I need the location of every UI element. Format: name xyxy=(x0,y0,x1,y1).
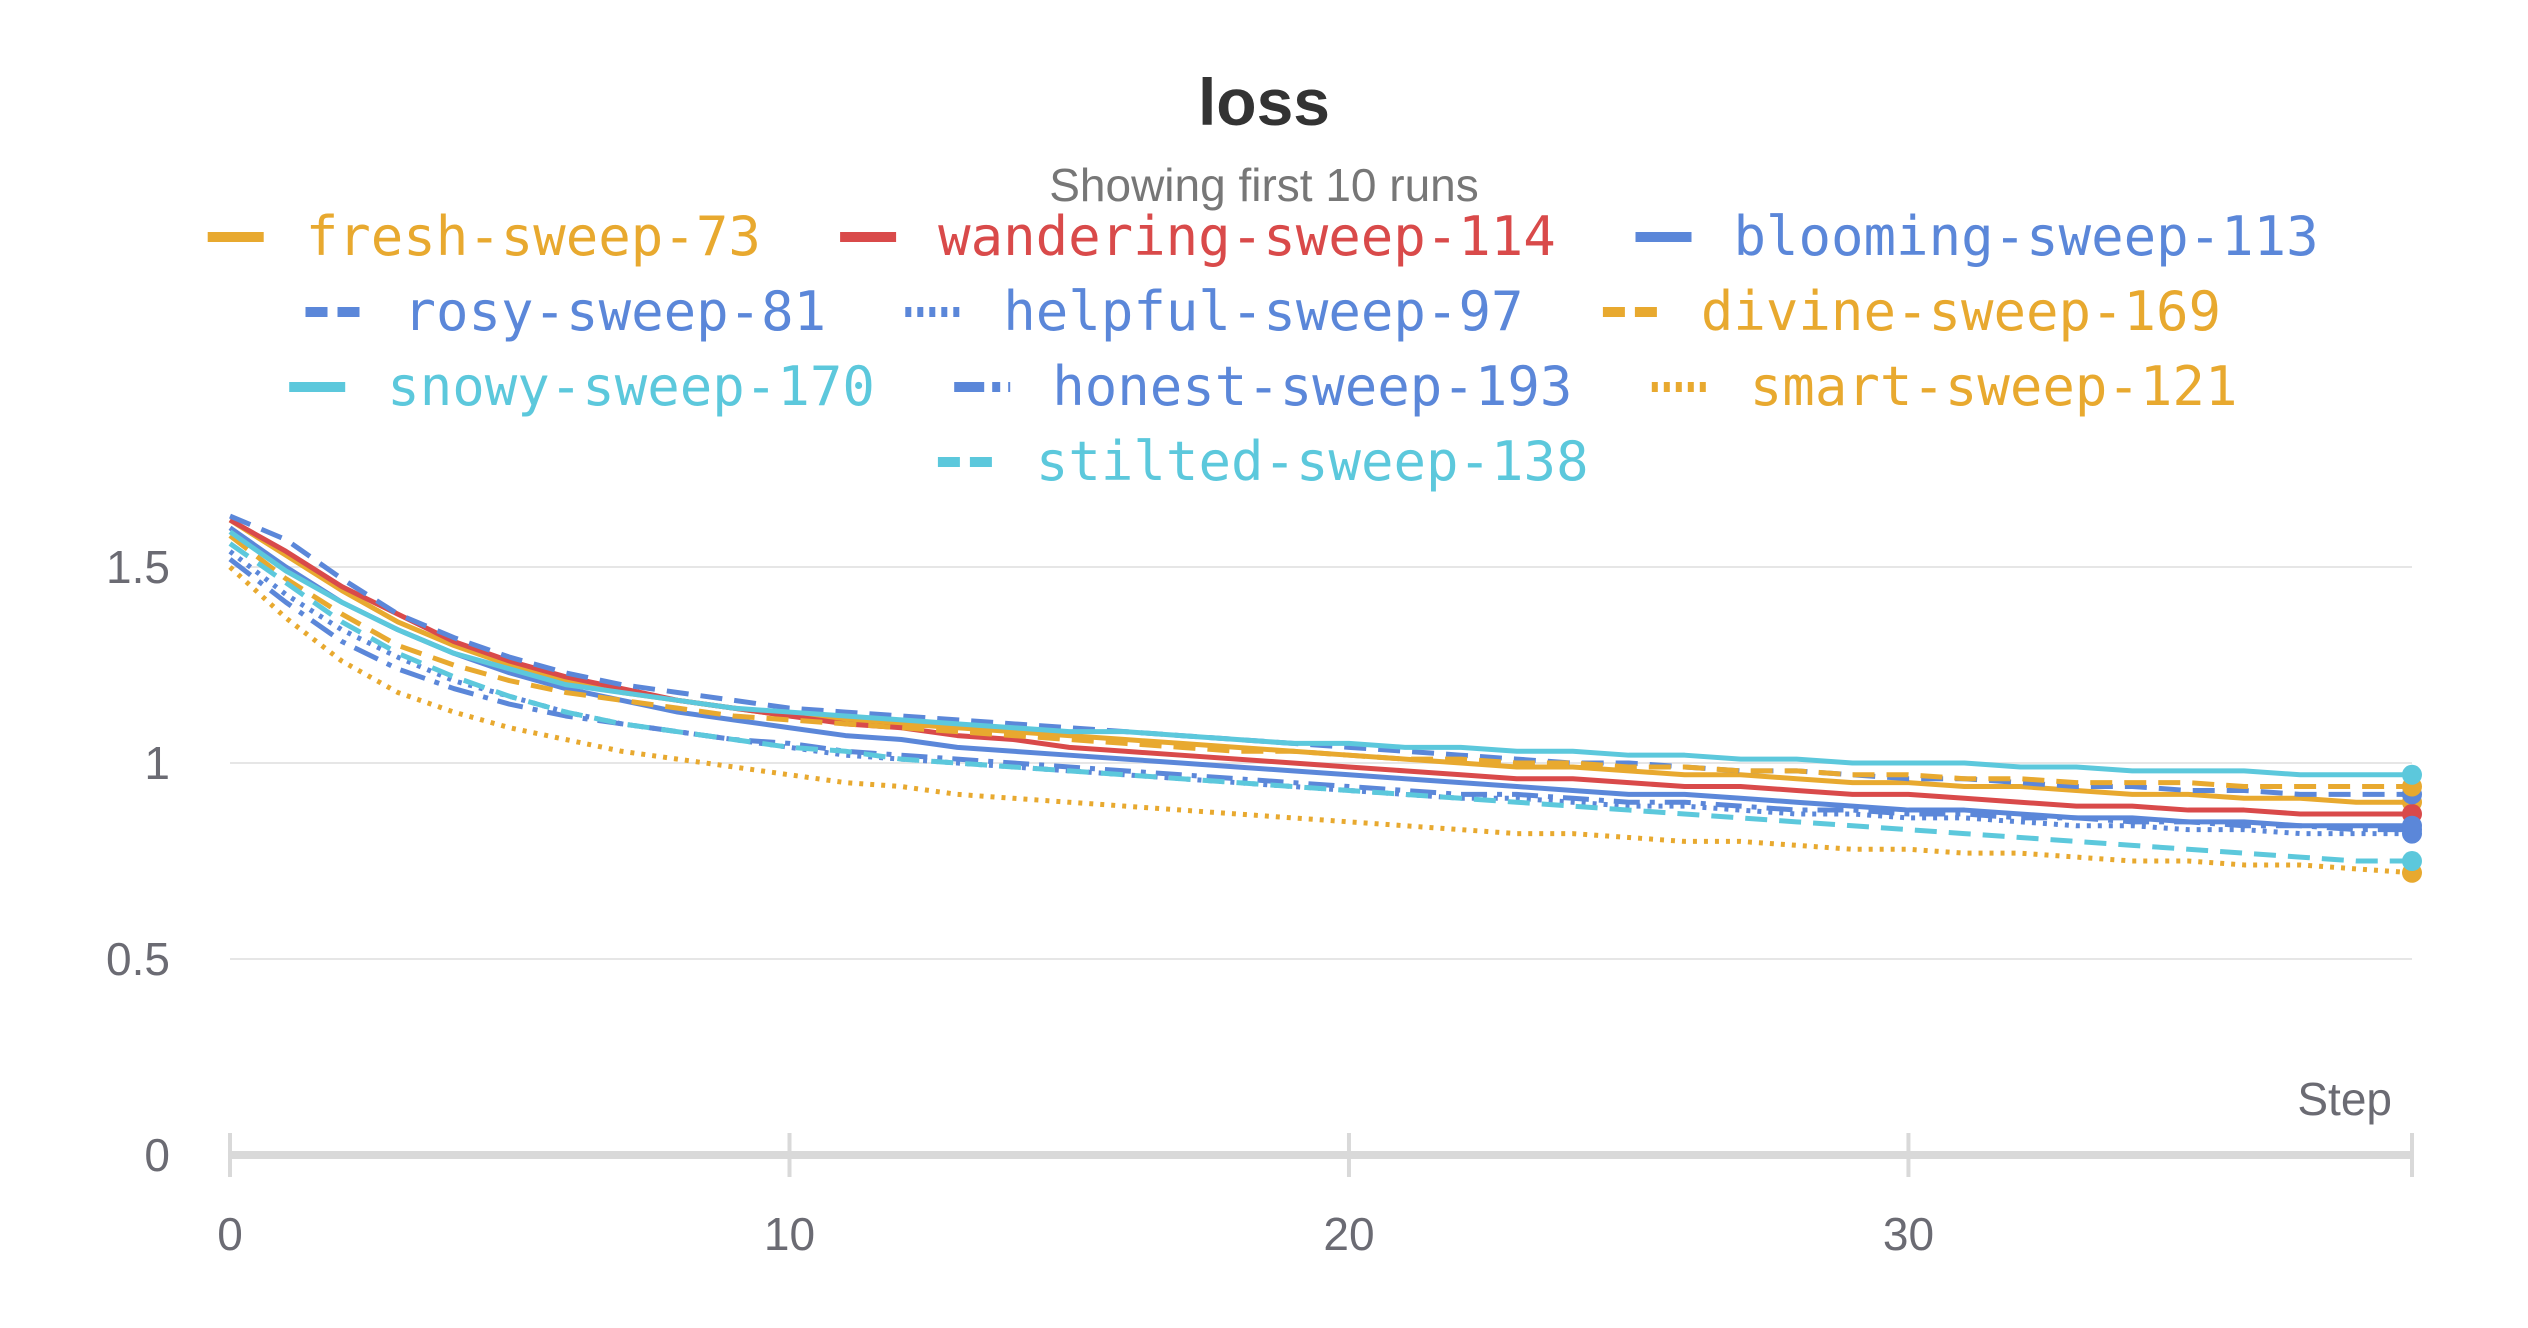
x-axis-label: Step xyxy=(2297,1073,2392,1125)
legend-label: smart-sweep-121 xyxy=(1750,355,2238,418)
legend-item-stilted-sweep-138: stilted-sweep-138 xyxy=(937,430,1589,493)
series-line-stilted-sweep-138 xyxy=(228,541,2412,864)
legend-label: stilted-sweep-138 xyxy=(1036,430,1589,493)
y-tick-label: 0 xyxy=(144,1129,170,1181)
y-tick-label: 1 xyxy=(144,737,170,789)
legend-item-wandering-sweep-114: wandering-sweep-114 xyxy=(840,205,1556,268)
series-end-marker-snowy-sweep-170 xyxy=(2402,764,2422,785)
legend-label: blooming-sweep-113 xyxy=(1734,205,2319,268)
series-end-marker-stilted-sweep-138 xyxy=(2402,851,2422,872)
legend-label: divine-sweep-169 xyxy=(1701,280,2221,343)
legend-label: fresh-sweep-73 xyxy=(306,205,761,268)
y-tick-label: 1.5 xyxy=(106,541,170,593)
series-line-honest-sweep-193 xyxy=(228,557,2412,833)
legend-item-snowy-sweep-170: snowy-sweep-170 xyxy=(289,355,875,418)
series-line-snowy-sweep-170 xyxy=(228,529,2412,778)
series-line-divine-sweep-169 xyxy=(228,533,2412,790)
series-line-smart-sweep-121 xyxy=(228,565,2413,876)
legend-label: rosy-sweep-81 xyxy=(404,280,827,343)
legend-label: wandering-sweep-114 xyxy=(938,205,1556,268)
x-tick-label: 30 xyxy=(1883,1208,1934,1260)
legend-item-fresh-sweep-73: fresh-sweep-73 xyxy=(207,205,761,268)
chart-subtitle: Showing first 10 runs xyxy=(1049,159,1479,211)
series-line-wandering-sweep-114 xyxy=(228,517,2412,817)
legend-item-rosy-sweep-81: rosy-sweep-81 xyxy=(305,280,827,343)
series-end-marker-honest-sweep-193 xyxy=(2402,819,2422,840)
x-tick-label: 20 xyxy=(1323,1208,1374,1260)
legend-item-smart-sweep-121: smart-sweep-121 xyxy=(1651,355,2238,418)
legend-item-blooming-sweep-113: blooming-sweep-113 xyxy=(1635,205,2319,268)
legend-label: snowy-sweep-170 xyxy=(387,355,875,418)
legend-label: honest-sweep-193 xyxy=(1052,355,1572,418)
series-line-blooming-sweep-113 xyxy=(228,525,2412,829)
legend-item-divine-sweep-169: divine-sweep-169 xyxy=(1602,280,2221,343)
chart-title: loss xyxy=(1197,65,1331,139)
x-tick-label: 10 xyxy=(764,1208,815,1260)
x-tick-label: 0 xyxy=(217,1208,243,1260)
y-tick-label: 0.5 xyxy=(106,933,170,985)
legend-label: helpful-sweep-97 xyxy=(1003,280,1523,343)
series-line-fresh-sweep-73 xyxy=(228,517,2412,805)
legend-item-helpful-sweep-97: helpful-sweep-97 xyxy=(905,280,1523,343)
legend-item-honest-sweep-193: honest-sweep-193 xyxy=(954,355,1572,418)
